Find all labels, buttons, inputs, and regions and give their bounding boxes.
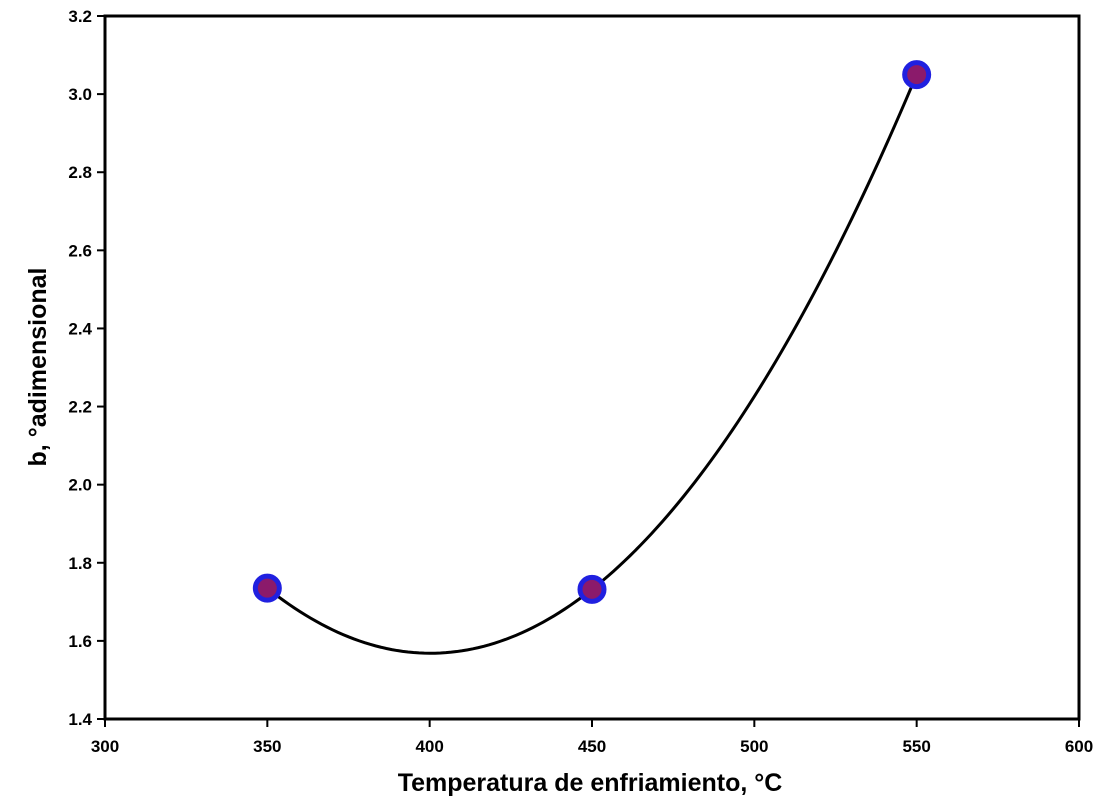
y-tick-label: 2.0 [68,476,92,495]
y-axis-title: b, °adimensional [24,268,52,467]
data-point [577,574,607,604]
fit-curve-line [266,73,919,655]
x-tick-label: 550 [902,737,930,756]
x-tick-label: 450 [578,737,606,756]
fit-curve-group [266,73,919,655]
x-axis-ticks: 300 350 400 450 500 550 600 [91,719,1093,756]
data-point [902,60,932,90]
y-tick-label: 3.0 [68,85,92,104]
y-tick-label: 1.4 [68,710,92,729]
y-tick-label: 2.8 [68,163,92,182]
x-tick-label: 600 [1065,737,1093,756]
x-axis-title: Temperatura de enfriamiento, °C [398,769,783,797]
plot-frame-group [103,14,1081,721]
x-tick-label: 500 [740,737,768,756]
y-tick-label: 2.4 [68,319,92,338]
plot-frame [103,14,1081,721]
x-tick-label: 300 [91,737,119,756]
y-axis-ticks: 1.4 1.6 1.8 2.0 2.2 2.4 2.6 2.8 3.0 3.2 [68,7,105,729]
y-tick-label: 3.2 [68,7,92,26]
y-tick-label: 2.6 [68,241,92,260]
x-tick-label: 350 [253,737,281,756]
x-tick-label: 400 [415,737,443,756]
data-point [252,573,282,603]
y-tick-label: 2.2 [68,398,92,417]
y-tick-label: 1.6 [68,632,92,651]
data-points-group [252,60,932,604]
y-tick-label: 1.8 [68,554,92,573]
